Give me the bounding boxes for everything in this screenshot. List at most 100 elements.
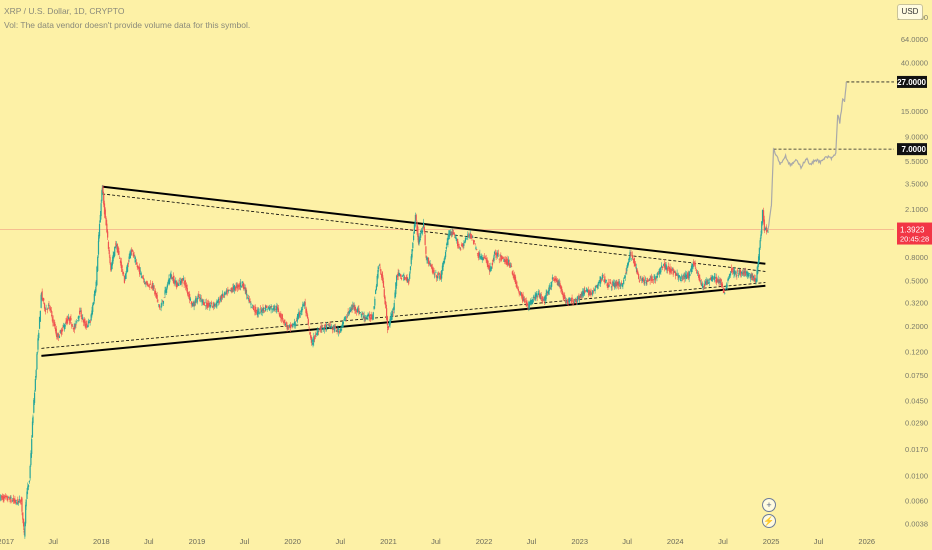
candle-body (552, 277, 555, 279)
candle-body (589, 291, 591, 296)
candle-body (517, 287, 519, 289)
candle-body (453, 232, 455, 235)
candle-body (634, 261, 636, 266)
candle-body (546, 291, 548, 294)
candle-body (600, 276, 602, 284)
candle-body (534, 294, 536, 299)
candle-body (172, 277, 174, 279)
candle-body (433, 273, 435, 275)
candle-body (380, 269, 382, 275)
candle-body (642, 278, 644, 280)
candle-body (54, 327, 57, 332)
y-tick-label: 15.0000 (901, 107, 928, 116)
candle-body (723, 289, 725, 293)
candle-body (730, 271, 732, 274)
candle-body (422, 222, 425, 228)
candle-body (194, 304, 196, 306)
candle-body (266, 309, 268, 310)
candle-body (109, 257, 111, 263)
candle-body (493, 251, 496, 255)
candle-body (164, 290, 166, 295)
candle-body (345, 319, 347, 321)
candle-body (240, 285, 243, 287)
candle-body (469, 234, 472, 236)
candle-body (716, 279, 719, 282)
candle-body (69, 316, 71, 324)
candle-body (757, 256, 760, 266)
candle-body (535, 293, 538, 297)
candle-body (347, 311, 349, 313)
candle-body (567, 300, 569, 303)
y-tick-label: 9.0000 (905, 133, 928, 142)
candle-body (312, 343, 314, 345)
candle-body (58, 336, 61, 339)
candle-body (313, 337, 316, 340)
candle-body (359, 312, 361, 314)
candle-body (205, 305, 207, 307)
candle-body (410, 256, 412, 265)
candle-body (22, 512, 24, 520)
candle-body (661, 267, 664, 269)
candle-body (221, 295, 223, 299)
candle-body (441, 265, 444, 271)
candle-body (126, 267, 128, 273)
candle-body (268, 306, 270, 310)
candle-body (519, 292, 521, 294)
candle-body (309, 332, 311, 335)
candle-body (376, 276, 378, 287)
candle-body (599, 280, 601, 284)
candle-body (667, 266, 670, 268)
candle-body (8, 498, 11, 500)
candle-body (722, 290, 724, 291)
candle-body (411, 249, 413, 258)
candle-body (483, 256, 486, 258)
candle-body (11, 500, 14, 502)
candle-body (265, 305, 267, 311)
candle-body (611, 283, 613, 287)
candle-body (444, 251, 447, 258)
candle-body (693, 261, 695, 265)
candle-body (284, 323, 287, 326)
candle-body (198, 297, 201, 299)
candle-body (724, 293, 726, 294)
candle-body (64, 325, 66, 327)
y-tick-label: 0.1200 (905, 348, 928, 357)
candle-body (697, 272, 699, 275)
candle-body (515, 281, 517, 287)
y-tick-label: 0.0038 (905, 519, 928, 528)
candle-body (408, 280, 410, 282)
candle-body (724, 288, 727, 290)
currency-button[interactable]: USD (897, 4, 923, 20)
candle-body (198, 294, 200, 296)
candle-body (548, 285, 550, 292)
candle-body (600, 279, 603, 281)
candle-body (322, 325, 324, 326)
candle-body (407, 278, 409, 283)
candle-body (250, 303, 252, 305)
candle-body (137, 265, 139, 268)
candle-body (20, 499, 22, 501)
plus-circle-icon[interactable]: + (762, 498, 776, 512)
candle-body (145, 282, 147, 284)
candle-body (4, 495, 6, 497)
lightning-icon[interactable]: ⚡ (762, 514, 776, 528)
candle-body (631, 255, 634, 259)
candle-body (246, 293, 248, 296)
candle-body (447, 237, 449, 245)
candle-body (115, 244, 118, 247)
candle-body (504, 259, 507, 263)
candle-body (366, 318, 368, 319)
candle-body (131, 250, 133, 253)
candle-body (18, 498, 20, 500)
candle-body (113, 252, 115, 258)
candle-body (448, 233, 450, 236)
candle-body (488, 265, 490, 268)
candle-body (357, 309, 359, 313)
candle-body (436, 276, 439, 279)
candle-body (139, 267, 141, 275)
candle-body (488, 265, 491, 272)
candle-body (624, 275, 626, 278)
candle-body (155, 293, 157, 298)
candle-body (169, 278, 171, 283)
